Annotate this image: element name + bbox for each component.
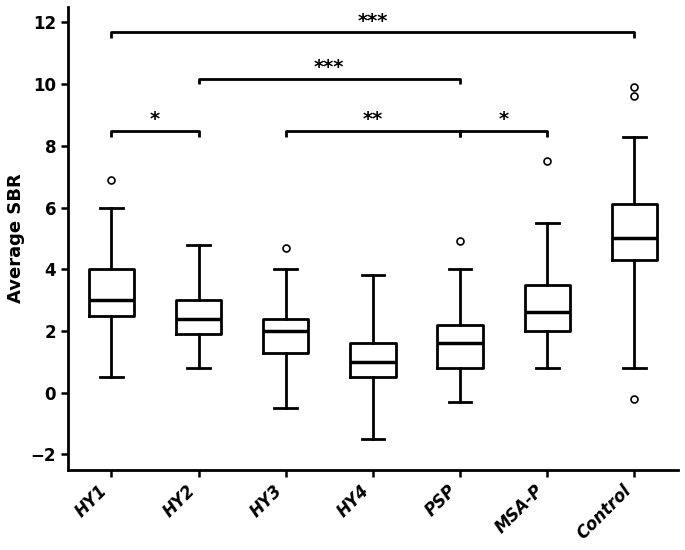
Y-axis label: Average SBR: Average SBR	[7, 173, 25, 303]
Text: ***: ***	[358, 12, 388, 31]
Text: *: *	[499, 111, 509, 129]
Text: ***: ***	[314, 58, 345, 77]
Text: **: **	[363, 111, 383, 129]
Text: *: *	[150, 111, 160, 129]
